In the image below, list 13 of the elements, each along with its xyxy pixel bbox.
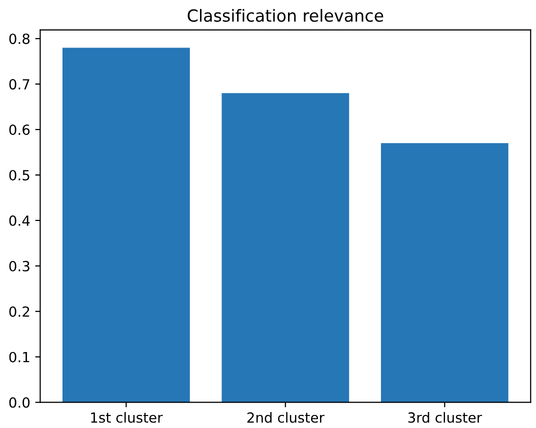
y-tick-label: 0.5: [9, 170, 30, 180]
y-tick-label: 0.1: [9, 352, 30, 362]
y-tick-label: 0.2: [9, 306, 30, 317]
chart-title: Classification relevance: [188, 8, 384, 22]
x-tick-label: 2nd cluster: [247, 412, 324, 423]
y-tick-label: 0.7: [9, 79, 30, 90]
y-tick-label: 0.6: [9, 124, 30, 136]
y-tick-label: 0.4: [9, 215, 30, 226]
y-tick-label: 0.3: [9, 260, 30, 272]
x-tick-label: 1st cluster: [91, 412, 163, 423]
y-tick-label: 0.0: [9, 397, 30, 408]
x-tick-label: 3rd cluster: [408, 412, 482, 423]
y-tick-label: 0.8: [9, 34, 30, 44]
